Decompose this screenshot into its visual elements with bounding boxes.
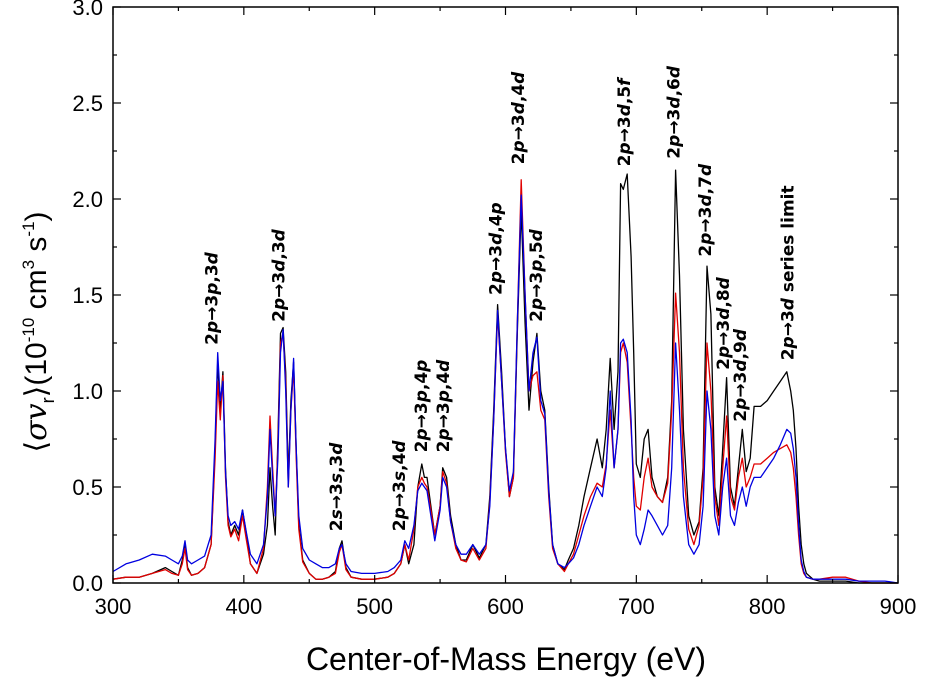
y-axis-title: ⟨σvr⟩(10-10 cm3 s-1) (19, 211, 58, 452)
x-tick-label: 500 (356, 594, 393, 619)
transition-label: 2s→3s,3d (327, 442, 347, 531)
transition-label: 2p→3d,4d (509, 71, 529, 165)
transition-label: 2p→3d,3d (269, 228, 289, 322)
x-tick-label: 700 (618, 594, 655, 619)
x-tick-label: 300 (95, 594, 132, 619)
transition-label: 2p→3d,4p (487, 202, 507, 295)
y-tick-label: 3.0 (72, 0, 103, 20)
x-tick-label: 600 (487, 594, 524, 619)
x-tick-label: 800 (749, 594, 786, 619)
y-tick-label: 2.5 (72, 91, 103, 116)
transition-label: 2p→3d,6d (665, 65, 685, 159)
transition-label: 2p→3p,3d (203, 251, 223, 345)
y-tick-label: 0.0 (72, 571, 103, 596)
transition-label: 2p→3d,9d (731, 328, 751, 422)
series-line-blue (112, 194, 899, 584)
transition-label: 2p→3d,5f (615, 76, 635, 167)
y-tick-label: 2.0 (72, 187, 103, 212)
tick-layer: 300 400 500 600 700 800 900 0.0 0.5 1.0 1.5 2.0 2.5 3… (72, 0, 916, 619)
y-tick-label: 0.5 (72, 475, 103, 500)
series-layer (112, 169, 899, 584)
transition-label: 2p→3d,7d (696, 163, 716, 257)
transition-label: 2p→3p,5d (527, 228, 547, 322)
transition-label: 2p→3d series limit (778, 185, 798, 360)
x-tick-label: 400 (225, 594, 262, 619)
annotation-layer: 2p→3p,3d 2p→3d,3d 2s→3s,3d 2p→3s,4d 2p→3p,4p… (203, 65, 799, 531)
transition-label: 2p→3s,4d (390, 440, 410, 532)
y-tick-label: 1.5 (72, 283, 103, 308)
transition-label: 2p→3d,8d (714, 276, 734, 370)
x-axis-title: Center-of-Mass Energy (eV) (306, 641, 706, 677)
transition-label: 2p→3p,4p (412, 360, 432, 453)
transition-label: 2p→3p,4d (434, 359, 454, 453)
y-tick-label: 1.0 (72, 379, 103, 404)
x-tick-label: 900 (880, 594, 917, 619)
